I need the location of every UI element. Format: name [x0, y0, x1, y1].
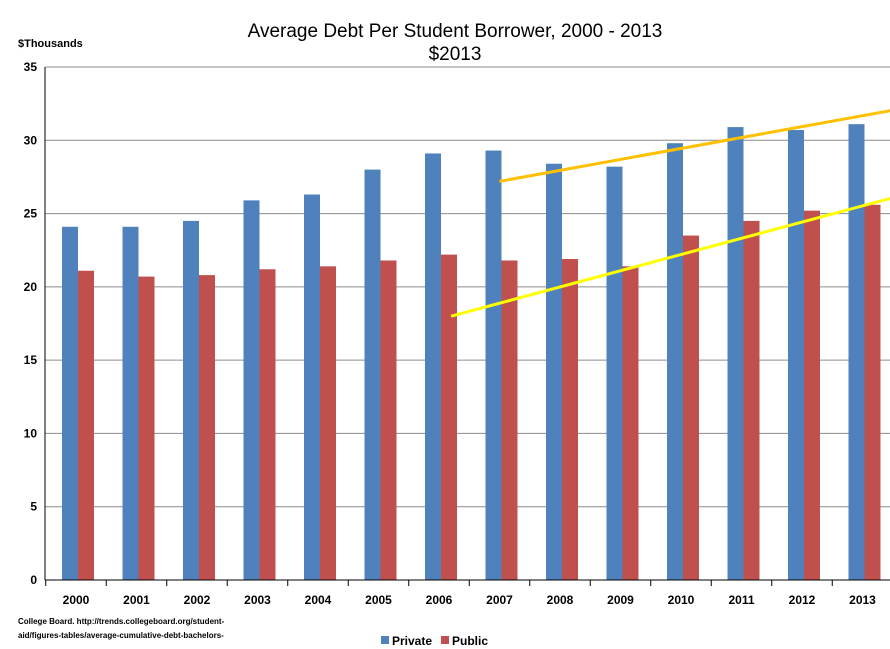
x-tick-label: 2010: [668, 593, 695, 607]
bar-public-2009: [622, 266, 639, 580]
bar-public-2005: [380, 260, 397, 580]
y-tick-label: 30: [24, 133, 38, 147]
bar-public-2002: [199, 275, 215, 580]
bar-private-2005: [364, 169, 381, 580]
bar-public-2001: [138, 276, 155, 580]
trend-line-1: [499, 109, 890, 183]
x-tick-label: 2011: [728, 593, 754, 607]
bar-public-2000: [78, 270, 94, 580]
bar-public-2013: [864, 204, 881, 580]
x-tick-label: 2006: [426, 593, 453, 607]
bar-private-2001: [122, 226, 139, 580]
bars: [62, 124, 881, 581]
bar-private-2009: [606, 166, 623, 580]
y-tick-label: 15: [24, 353, 38, 367]
y-tick-label: 5: [30, 500, 37, 514]
x-tick-label: 2013: [849, 593, 876, 607]
y-tick-labels: 0 5 10 15 20 25 30 35: [24, 60, 38, 587]
x-axis: [44, 67, 890, 586]
bar-public-2008: [562, 259, 578, 580]
bar-private-2003: [243, 200, 260, 580]
x-tick-label: 2007: [486, 593, 513, 607]
bar-private-2008: [546, 163, 562, 581]
bar-private-2012: [788, 130, 804, 581]
bar-public-2003: [259, 269, 276, 580]
legend-swatch-public: [441, 636, 449, 644]
trend-line-2: [450, 196, 890, 318]
x-tick-label: 2003: [244, 593, 271, 607]
bar-private-2000: [62, 226, 78, 580]
y-tick-label: 10: [24, 426, 38, 440]
y-tick-label: 35: [24, 60, 38, 74]
x-tick-label: 2001: [123, 593, 150, 607]
bar-private-2011: [727, 127, 744, 580]
y-tick-label: 25: [24, 207, 38, 221]
legend-swatch-private: [381, 636, 389, 644]
bar-private-2007: [485, 150, 502, 580]
bar-private-2013: [848, 124, 865, 581]
bar-private-2004: [304, 194, 320, 580]
legend: Private Public: [381, 634, 488, 648]
y-tick-label: 0: [30, 573, 37, 587]
bar-public-2012: [804, 210, 820, 580]
legend-label-public: Public: [452, 634, 488, 648]
x-tick-label: 2004: [305, 593, 332, 607]
bar-public-2011: [743, 220, 760, 580]
bar-public-2007: [501, 260, 518, 580]
x-tick-labels: 2000 2001 2002 2003 2004 2005 2006 2007 2008 2009…: [63, 593, 877, 607]
bar-public-2004: [320, 266, 336, 580]
x-tick-label: 2009: [607, 593, 634, 607]
legend-label-private: Private: [392, 634, 432, 648]
bar-private-2002: [183, 220, 199, 580]
x-tick-label: 2005: [365, 593, 392, 607]
bar-public-2010: [683, 235, 699, 581]
source-line-1: College Board. http://trends.collegeboar…: [18, 617, 225, 626]
bar-public-2006: [441, 254, 457, 580]
chart-title: Average Debt Per Student Borrower, 2000 …: [248, 21, 663, 42]
bar-private-2006: [425, 153, 441, 580]
y-axis-label: $Thousands: [18, 38, 83, 50]
x-tick-label: 2008: [547, 593, 574, 607]
bar-private-2010: [667, 143, 683, 580]
source-line-2: aid/figures-tables/average-cumulative-de…: [18, 631, 224, 640]
x-tick-label: 2012: [789, 593, 816, 607]
x-tick-label: 2002: [184, 593, 211, 607]
y-tick-label: 20: [24, 280, 38, 294]
chart-subtitle: $2013: [429, 44, 482, 65]
trend-lines: [450, 109, 890, 318]
x-tick-label: 2000: [63, 593, 90, 607]
